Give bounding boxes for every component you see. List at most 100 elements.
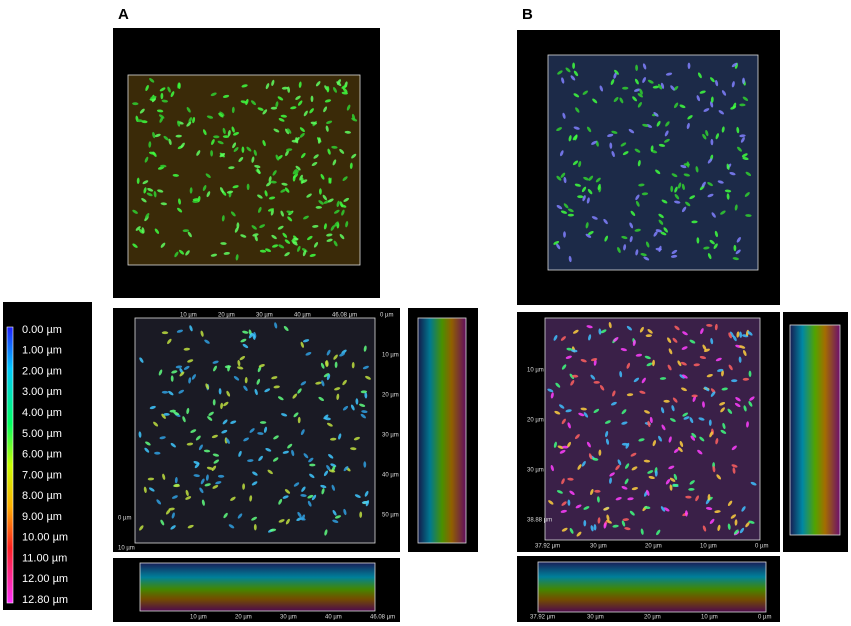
cell bbox=[332, 159, 337, 166]
cell bbox=[182, 416, 186, 423]
cell bbox=[257, 194, 263, 199]
cell bbox=[170, 525, 176, 530]
cell bbox=[258, 455, 263, 461]
cell bbox=[240, 234, 247, 238]
cell bbox=[150, 95, 157, 99]
cell bbox=[161, 390, 169, 394]
axis-label: 20 µm bbox=[527, 418, 544, 424]
cell bbox=[243, 437, 250, 442]
cell bbox=[265, 248, 272, 253]
cell bbox=[674, 325, 680, 331]
cell bbox=[201, 499, 205, 506]
legend-label: 1.00 µm bbox=[22, 345, 62, 357]
cell bbox=[257, 366, 262, 373]
cell bbox=[681, 346, 688, 350]
cell bbox=[560, 150, 564, 157]
cell bbox=[323, 470, 329, 477]
cell bbox=[717, 180, 724, 184]
axis-label: 20 µm bbox=[645, 544, 662, 550]
cell bbox=[309, 108, 314, 114]
cell bbox=[639, 390, 646, 394]
cell bbox=[626, 325, 632, 331]
cell bbox=[660, 506, 666, 512]
cell bbox=[735, 397, 741, 402]
cell bbox=[703, 108, 710, 112]
cell bbox=[274, 322, 278, 329]
cell bbox=[680, 164, 687, 169]
labels: 0.00 µm 1.00 µm 2.00 µm 3.00 µm 4.00 µm 5.00 … bbox=[22, 313, 771, 621]
cell bbox=[624, 463, 630, 469]
cell bbox=[323, 200, 330, 204]
image-a-volume bbox=[128, 75, 360, 265]
cell bbox=[707, 193, 714, 198]
cell bbox=[139, 357, 144, 363]
cell bbox=[702, 133, 707, 140]
cell bbox=[277, 96, 284, 101]
cell bbox=[745, 521, 750, 528]
cell bbox=[706, 323, 713, 327]
cell bbox=[287, 216, 293, 222]
cell bbox=[644, 355, 651, 360]
cell bbox=[326, 233, 333, 237]
cell bbox=[219, 187, 224, 193]
cell bbox=[326, 120, 333, 125]
cell bbox=[298, 81, 302, 88]
cell bbox=[246, 146, 252, 152]
cell bbox=[232, 185, 239, 189]
cell bbox=[710, 138, 714, 146]
cell bbox=[603, 522, 607, 529]
cell bbox=[673, 102, 679, 109]
cell bbox=[641, 377, 646, 384]
cell bbox=[341, 85, 348, 89]
cell bbox=[750, 481, 757, 486]
cell bbox=[645, 334, 652, 338]
cell bbox=[678, 446, 683, 453]
cell bbox=[310, 121, 317, 125]
cell bbox=[603, 507, 610, 511]
cell bbox=[292, 237, 299, 241]
cell bbox=[318, 200, 324, 205]
cell bbox=[572, 160, 579, 166]
cell bbox=[240, 100, 247, 104]
cell bbox=[159, 87, 166, 92]
cell bbox=[301, 179, 308, 184]
cell bbox=[620, 142, 627, 147]
cell bbox=[735, 249, 741, 255]
cell bbox=[213, 459, 220, 464]
cell bbox=[251, 516, 258, 521]
cell bbox=[574, 134, 578, 141]
cell bbox=[635, 200, 640, 207]
cell bbox=[147, 188, 154, 192]
cell bbox=[642, 63, 647, 70]
cell bbox=[732, 467, 736, 474]
cell bbox=[185, 250, 190, 256]
cell bbox=[681, 206, 687, 213]
cell bbox=[365, 500, 370, 507]
cell bbox=[598, 328, 602, 335]
cell bbox=[211, 139, 215, 145]
cell bbox=[720, 407, 725, 413]
cell bbox=[742, 96, 749, 101]
cell bbox=[634, 78, 639, 85]
cell bbox=[553, 334, 558, 341]
cell bbox=[344, 130, 351, 134]
cell bbox=[583, 176, 590, 181]
cell bbox=[591, 216, 598, 220]
cell bbox=[639, 88, 643, 95]
axis-label: 37.92 µm bbox=[535, 544, 560, 550]
cell bbox=[359, 403, 366, 407]
cell bbox=[611, 150, 615, 158]
cell bbox=[292, 175, 296, 182]
axis-label: 10 µm bbox=[190, 615, 207, 621]
axis-label: 10 µm bbox=[701, 615, 718, 621]
cell bbox=[336, 393, 340, 400]
cell bbox=[685, 201, 691, 207]
image-b-xz-volume bbox=[538, 562, 766, 612]
cell bbox=[625, 442, 630, 449]
axis-label: 20 µm bbox=[382, 393, 399, 399]
cell bbox=[734, 402, 741, 408]
cell bbox=[702, 525, 707, 532]
cell bbox=[565, 67, 571, 73]
cell bbox=[557, 445, 564, 449]
cell bbox=[342, 87, 348, 93]
